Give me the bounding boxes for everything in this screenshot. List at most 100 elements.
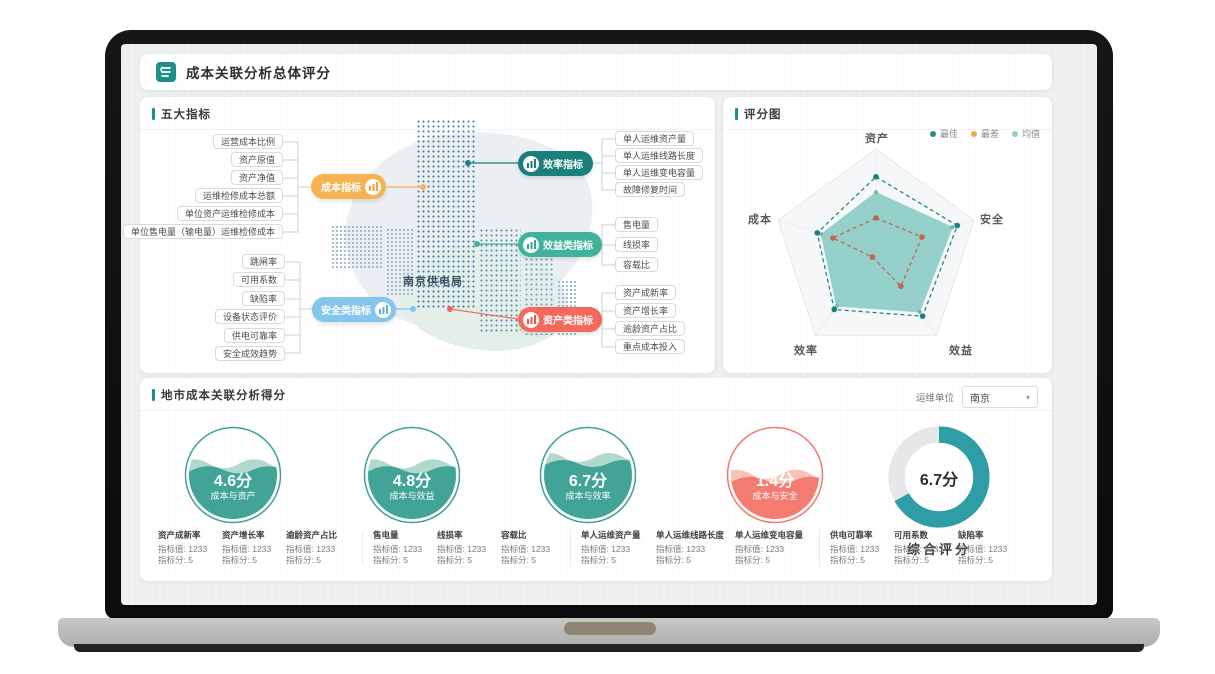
branch-cost: 成本指标 <box>311 174 386 199</box>
leaf-node: 单位售电量（输电量）运维检修成本 <box>122 224 283 239</box>
gauge-cost-asset: 4.6分 成本与资产 <box>183 425 283 525</box>
stat-score: 指标分: 5 <box>830 555 865 565</box>
gauge-label: 成本与资产 <box>210 491 256 501</box>
leaf-node: 容载比 <box>615 257 659 272</box>
legend-item-worst[interactable]: 最差 <box>970 127 999 140</box>
laptop-notch <box>564 622 656 635</box>
stat-name: 资产成新率 <box>158 530 201 540</box>
page-title: 成本关联分析总体评分 <box>186 66 331 81</box>
unit-filter-label: 运维单位 <box>915 393 954 404</box>
leaf-node: 运营成本比例 <box>212 134 283 149</box>
stat-score: 指标分: 5 <box>286 555 321 565</box>
branch-asset: 资产类指标 <box>518 307 602 332</box>
building-illustration <box>331 225 383 268</box>
chevron-down-icon: ▾ <box>1025 392 1030 402</box>
leaf-node: 安全成效趋势 <box>214 345 285 361</box>
leaf-node: 资产净值 <box>230 170 283 185</box>
unit-select[interactable]: 南京 ▾ <box>962 386 1038 408</box>
panel-city-score-title: 地市成本关联分析得分 <box>161 390 286 402</box>
stat-value: 指标值: 1233 <box>222 544 272 554</box>
stat-col: 单人运维变电容量 指标值: 1233 指标分: 5 <box>735 529 809 566</box>
stat-score: 指标分: 5 <box>735 555 770 565</box>
stat-name: 单人运维变电容量 <box>735 530 804 540</box>
leaf-node: 售电量 <box>615 217 659 232</box>
radar-chart <box>777 148 975 336</box>
leaf-node: 缺陷率 <box>241 290 285 306</box>
leaf-node: 单人运维变电容量 <box>615 165 704 180</box>
gauge-cost-safety: 1.4分 成本与安全 <box>725 425 825 525</box>
gauge-cost-benefit: 4.8分 成本与效益 <box>362 425 462 525</box>
panel-city-score-header: 地市成本关联分析得分 <box>140 378 1052 411</box>
legend-item-best[interactable]: 最佳 <box>929 127 958 140</box>
stats-divider <box>819 530 820 566</box>
title-accent-bar <box>152 389 155 401</box>
leaf-node: 重点成本投入 <box>615 339 686 354</box>
stat-value: 指标值: 1233 <box>656 544 706 554</box>
radar-axis-cost: 成本 <box>748 214 772 226</box>
stat-value: 指标值: 1233 <box>735 544 785 554</box>
building-illustration <box>416 119 476 309</box>
radar-axis-efficiency: 效率 <box>794 345 818 357</box>
stat-name: 售电量 <box>373 530 399 540</box>
mindmap: 运营成本比例 资产原值 资产净值 运维检修成本总额 单位资产运维检修成本 单位售… <box>122 97 715 373</box>
panel-score-chart: 评分图 最佳 最差 均值 资产 安全 效益 效率 成本 <box>723 97 1052 373</box>
gauge-label: 成本与效率 <box>565 491 611 501</box>
stat-col: 容载比 指标值: 1233 指标分: 5 <box>501 529 560 566</box>
stats-divider <box>362 530 363 566</box>
legend-dot-best <box>929 130 936 137</box>
stat-value: 指标值: 1233 <box>830 544 880 554</box>
stat-value: 指标值: 1233 <box>501 544 551 554</box>
stat-score: 指标分: 5 <box>501 555 536 565</box>
gauge-cost-efficiency: 6.7分 成本与效率 <box>538 425 638 525</box>
gauge-score: 6.7分 <box>568 473 608 490</box>
stat-score: 指标分: 5 <box>222 555 257 565</box>
stat-value: 指标值: 1233 <box>581 544 631 554</box>
stat-score: 指标分: 5 <box>158 555 193 565</box>
leaf-node: 逾龄资产占比 <box>615 321 686 336</box>
safety-leaves: 跳闸率 可用系数 缺陷率 设备状态评价 供电可靠率 安全成效趋势 <box>214 254 285 361</box>
gauge-score: 4.6分 <box>213 473 253 490</box>
stat-name: 线损率 <box>437 530 463 540</box>
stat-value: 指标值: 1233 <box>158 544 208 554</box>
stat-name: 单人运维线路长度 <box>656 530 725 540</box>
leaf-node: 线损率 <box>615 237 659 252</box>
panel-score-chart-header: 评分图 <box>723 97 1052 130</box>
asset-leaves: 资产成新率 资产增长率 逾龄资产占比 重点成本投入 <box>615 285 686 354</box>
stat-col: 资产增长率 指标值: 1233 指标分: 5 <box>222 529 281 566</box>
panel-score-chart-title: 评分图 <box>744 109 782 121</box>
laptop-bottom-strip <box>74 644 1144 652</box>
radar-legend: 最佳 最差 均值 <box>929 127 1040 140</box>
panel-city-score: 地市成本关联分析得分 运维单位 南京 ▾ 4.6分 成本与资产 4.8分 成本与… <box>140 378 1052 581</box>
bar-chart-icon <box>523 236 539 253</box>
stat-name: 资产增长率 <box>222 530 265 540</box>
legend-label-average: 均值 <box>1021 129 1040 139</box>
stat-col: 缺陷率 指标值: 1233 指标分: 5 <box>958 529 1017 566</box>
benefit-leaves: 售电量 线损率 容载比 <box>615 217 659 272</box>
panel-five-indicators: 五大指标 <box>122 97 715 373</box>
unit-filter: 运维单位 南京 ▾ <box>916 386 1038 408</box>
legend-item-average[interactable]: 均值 <box>1011 127 1040 140</box>
app-header: 成本关联分析总体评分 <box>140 54 1052 90</box>
stats-divider <box>570 530 571 566</box>
stat-group-efficiency: 单人运维资产量 指标值: 1233 指标分: 5 单人运维线路长度 指标值: 1… <box>581 529 809 566</box>
branch-asset-label: 资产类指标 <box>543 316 593 327</box>
efficiency-leaves: 单人运维资产量 单人运维线路长度 单人运维变电容量 故障修复时间 <box>615 131 704 197</box>
leaf-node: 设备状态评价 <box>214 309 285 325</box>
laptop-screen: 成本关联分析总体评分 五大指标 <box>121 44 1097 605</box>
leaf-node: 运维检修成本总额 <box>194 188 283 203</box>
leaf-node: 资产增长率 <box>615 303 677 318</box>
stat-col: 逾龄资产占比 指标值: 1233 指标分: 5 <box>286 529 352 566</box>
panel-five-indicators-title: 五大指标 <box>161 109 211 121</box>
gauge-score: 4.8分 <box>392 473 432 490</box>
stat-value: 指标值: 1233 <box>958 544 1008 554</box>
stat-col: 可用系数 指标值: 1233 指标分: 5 <box>894 529 953 566</box>
stat-group-asset: 资产成新率 指标值: 1233 指标分: 5 资产增长率 指标值: 1233 指… <box>158 529 352 566</box>
stat-value: 指标值: 1233 <box>286 544 336 554</box>
app-logo-icon <box>156 62 176 82</box>
building-illustration <box>386 228 414 295</box>
gauge-score: 1.4分 <box>755 473 795 490</box>
center-org-label: 南京供电局 <box>403 276 463 288</box>
stat-value: 指标值: 1233 <box>894 544 944 554</box>
stat-name: 逾龄资产占比 <box>286 530 338 540</box>
stat-score: 指标分: 5 <box>581 555 616 565</box>
